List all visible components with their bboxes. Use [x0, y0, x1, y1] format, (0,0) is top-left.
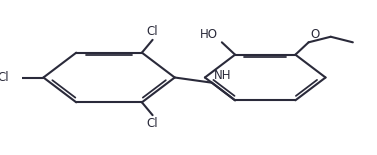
Text: Cl: Cl [0, 71, 9, 84]
Text: Cl: Cl [147, 25, 158, 38]
Text: Cl: Cl [147, 117, 158, 130]
Text: NH: NH [214, 69, 231, 82]
Text: HO: HO [200, 28, 218, 41]
Text: O: O [310, 28, 320, 41]
